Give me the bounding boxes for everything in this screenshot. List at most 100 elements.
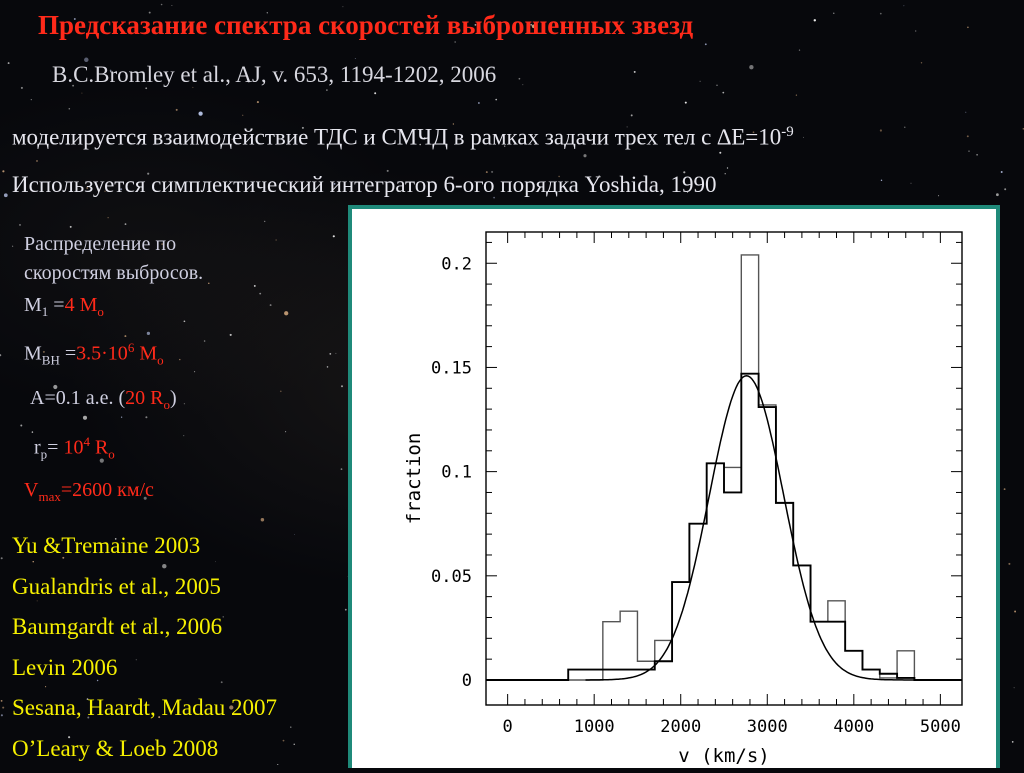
- star: [386, 169, 389, 172]
- x-axis-label: v (km/s): [678, 745, 770, 767]
- star: [996, 193, 999, 197]
- star: [342, 6, 344, 8]
- star: [326, 366, 329, 368]
- star: [423, 137, 426, 140]
- star: [192, 86, 194, 88]
- star: [269, 304, 272, 307]
- star: [162, 563, 167, 569]
- star: [86, 187, 89, 189]
- star: [36, 600, 38, 602]
- star: [3, 193, 8, 198]
- rp-sup: 4: [83, 434, 90, 449]
- mbh-sup: 6: [127, 340, 135, 355]
- star: [976, 153, 978, 156]
- star: [120, 188, 123, 191]
- star: [279, 390, 282, 393]
- param-m1: M1 =4 Mo: [24, 294, 104, 320]
- star: [26, 485, 29, 487]
- star: [135, 659, 137, 661]
- star: [99, 458, 104, 463]
- star: [253, 284, 256, 287]
- star: [275, 239, 277, 241]
- star: [683, 171, 686, 174]
- star: [72, 84, 75, 87]
- star: [183, 403, 186, 405]
- star: [215, 561, 216, 563]
- mbh-value: 3.5·10: [76, 342, 128, 365]
- star: [879, 12, 882, 15]
- star: [1004, 188, 1007, 191]
- star: [266, 12, 268, 14]
- y-tick-label: 0: [462, 671, 472, 691]
- star: [41, 16, 44, 19]
- star: [107, 217, 109, 219]
- star: [504, 145, 506, 147]
- star: [522, 84, 524, 86]
- star: [7, 62, 10, 65]
- star: [120, 416, 123, 418]
- star: [68, 736, 71, 739]
- rp-unit: R: [89, 436, 109, 459]
- star: [478, 102, 480, 104]
- m1-unit-sub: o: [97, 304, 104, 319]
- star: [518, 77, 521, 80]
- star: [229, 333, 232, 336]
- star: [31, 431, 34, 433]
- star: [53, 384, 58, 390]
- star: [82, 415, 88, 420]
- rp-sub: p: [40, 446, 48, 462]
- star: [179, 358, 181, 361]
- reference-item: Baumgardt et al., 2006: [12, 614, 223, 639]
- star: [183, 435, 185, 437]
- star: [147, 172, 150, 175]
- star: [419, 143, 422, 146]
- star: [30, 99, 32, 101]
- star: [45, 686, 47, 688]
- star: [259, 292, 262, 295]
- star: [880, 179, 883, 182]
- star: [326, 89, 328, 91]
- m1-value: 4 M: [64, 294, 98, 316]
- star: [752, 131, 755, 134]
- star: [724, 173, 726, 175]
- star: [20, 424, 23, 427]
- star: [686, 192, 688, 193]
- star: [124, 335, 127, 338]
- energy-exponent: -9: [781, 124, 794, 140]
- star: [967, 26, 969, 29]
- star: [1008, 562, 1011, 565]
- star: [879, 129, 882, 132]
- star: [938, 195, 940, 197]
- binned-model-histogram: [486, 372, 962, 681]
- star: [301, 126, 304, 129]
- star: [290, 726, 292, 728]
- vmax-label: V: [24, 479, 39, 501]
- y-tick-label: 0.15: [431, 358, 472, 378]
- simulation-description-text: моделируется взаимодействие ТДС и СМЧД в…: [12, 124, 782, 150]
- star: [183, 320, 186, 323]
- star: [42, 350, 45, 353]
- star: [84, 57, 89, 63]
- star: [73, 18, 76, 20]
- star: [242, 114, 244, 116]
- star: [598, 175, 601, 178]
- m1-sub: 1: [41, 304, 49, 319]
- star: [248, 81, 250, 83]
- star: [68, 107, 71, 110]
- star: [903, 5, 905, 7]
- rp-unit-sub: o: [108, 446, 115, 462]
- x-tick-label: 5000: [920, 717, 961, 737]
- star: [344, 608, 347, 611]
- a-text: A=0.1 а.е. (: [30, 387, 126, 409]
- star: [208, 282, 210, 285]
- star: [146, 331, 151, 336]
- star: [803, 136, 804, 138]
- gaussian-fit: [585, 375, 915, 681]
- star: [1000, 171, 1003, 173]
- star: [77, 483, 80, 486]
- star: [722, 91, 725, 94]
- star: [0, 557, 3, 560]
- star: [256, 101, 259, 104]
- star: [158, 716, 161, 719]
- x-tick-label: 1000: [574, 717, 615, 737]
